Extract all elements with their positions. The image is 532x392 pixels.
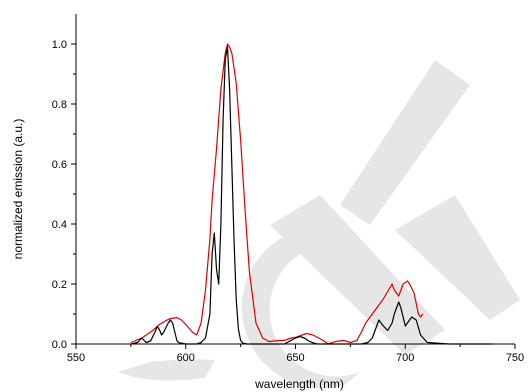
x-axis-title: wavelength (nm) xyxy=(254,377,344,391)
watermark-letter-a xyxy=(395,195,520,320)
y-tick-label: 0.2 xyxy=(52,279,67,291)
y-tick-label: 0.6 xyxy=(52,159,67,171)
y-tick-label: 0.4 xyxy=(52,219,67,231)
watermark-letter-c-arc xyxy=(241,230,360,389)
x-tick-label: 600 xyxy=(177,352,195,364)
x-tick-label: 550 xyxy=(67,352,85,364)
x-tick-label: 750 xyxy=(506,352,524,364)
series-line-red xyxy=(130,43,424,345)
watermark-letter-h-bar xyxy=(340,60,470,225)
series-line-black xyxy=(130,46,493,345)
y-axis-title: normalized emission (a.u.) xyxy=(11,119,25,260)
y-tick-label: 1.0 xyxy=(52,39,67,51)
x-tick-label: 700 xyxy=(396,352,414,364)
y-tick-label: 0.0 xyxy=(52,339,67,351)
y-tick-label: 0.8 xyxy=(52,99,67,111)
x-tick-label: 650 xyxy=(286,352,304,364)
y-axis-ticks: 0.0 0.2 0.4 0.6 0.8 1.0 xyxy=(52,39,76,351)
watermark-letter-h-stroke xyxy=(270,195,445,355)
watermark-letter-c xyxy=(118,359,215,381)
series-layer xyxy=(130,43,493,345)
x-axis-ticks: 550 600 650 700 750 xyxy=(67,344,524,364)
watermark-graphic xyxy=(118,60,520,389)
